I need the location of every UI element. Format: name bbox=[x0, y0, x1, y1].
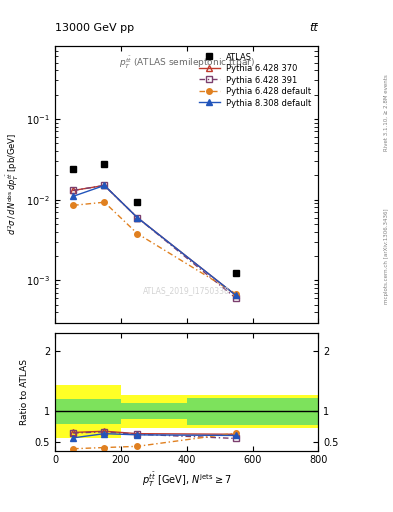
Line: Pythia 6.428 370: Pythia 6.428 370 bbox=[70, 183, 239, 298]
Text: 13000 GeV pp: 13000 GeV pp bbox=[55, 23, 134, 33]
Pythia 6.428 391 bbox=[71, 187, 75, 194]
Line: Pythia 6.428 default: Pythia 6.428 default bbox=[70, 200, 239, 296]
Pythia 8.308 default bbox=[234, 292, 239, 298]
Pythia 6.428 default bbox=[135, 230, 140, 237]
Pythia 8.308 default bbox=[135, 215, 140, 221]
Legend: ATLAS, Pythia 6.428 370, Pythia 6.428 391, Pythia 6.428 default, Pythia 8.308 de: ATLAS, Pythia 6.428 370, Pythia 6.428 39… bbox=[196, 50, 314, 110]
Y-axis label: $d^2\sigma\,/\,dN^{\mathrm{obs}}\,dp^{t\bar{t}}_T$ [pb/GeV]: $d^2\sigma\,/\,dN^{\mathrm{obs}}\,dp^{t\… bbox=[4, 133, 20, 236]
Pythia 6.428 370 bbox=[135, 215, 140, 221]
Pythia 6.428 391 bbox=[102, 182, 107, 188]
Pythia 6.428 default bbox=[234, 291, 239, 297]
Pythia 6.428 default bbox=[102, 199, 107, 205]
Text: mcplots.cern.ch [arXiv:1306.3436]: mcplots.cern.ch [arXiv:1306.3436] bbox=[384, 208, 389, 304]
Text: Rivet 3.1.10, ≥ 2.8M events: Rivet 3.1.10, ≥ 2.8M events bbox=[384, 74, 389, 151]
Pythia 8.308 default bbox=[71, 193, 75, 199]
Pythia 6.428 391 bbox=[234, 295, 239, 302]
Pythia 6.428 370 bbox=[102, 182, 107, 188]
ATLAS bbox=[71, 166, 75, 172]
Pythia 6.428 default bbox=[71, 202, 75, 208]
Line: ATLAS: ATLAS bbox=[70, 160, 239, 275]
Text: ATLAS_2019_I1750330: ATLAS_2019_I1750330 bbox=[143, 286, 230, 295]
Text: $p_T^{t\bar{t}}$ (ATLAS semileptonic ttbar): $p_T^{t\bar{t}}$ (ATLAS semileptonic ttb… bbox=[119, 54, 255, 71]
Line: Pythia 8.308 default: Pythia 8.308 default bbox=[70, 183, 239, 298]
Text: tt̅: tt̅ bbox=[310, 23, 318, 33]
X-axis label: $p^{t\bar{t}}_{T}$ [GeV], $N^{\mathrm{jets}} \geq 7$: $p^{t\bar{t}}_{T}$ [GeV], $N^{\mathrm{je… bbox=[142, 471, 231, 489]
ATLAS bbox=[102, 160, 107, 166]
ATLAS bbox=[135, 199, 140, 205]
Pythia 6.428 370 bbox=[71, 187, 75, 194]
Pythia 6.428 370 bbox=[234, 292, 239, 298]
Pythia 6.428 391 bbox=[135, 215, 140, 221]
Y-axis label: Ratio to ATLAS: Ratio to ATLAS bbox=[20, 359, 29, 424]
ATLAS bbox=[234, 269, 239, 275]
Pythia 8.308 default bbox=[102, 182, 107, 188]
Line: Pythia 6.428 391: Pythia 6.428 391 bbox=[70, 183, 239, 301]
